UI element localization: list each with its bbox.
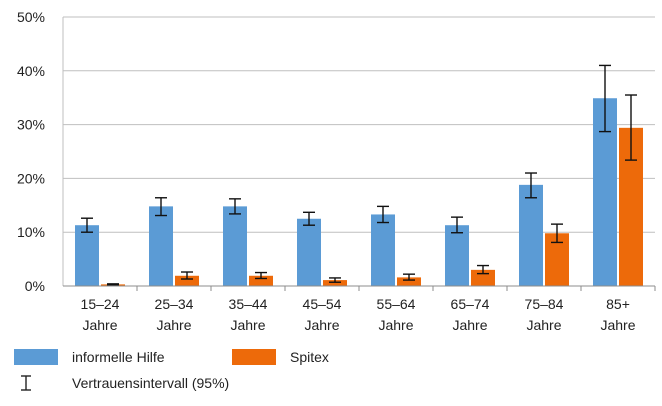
x-tick-label: 35–44	[229, 296, 268, 312]
x-tick-label: Jahre	[526, 317, 561, 333]
x-tick-label: Jahre	[378, 317, 413, 333]
legend-swatch-informelle-hilfe	[14, 349, 58, 365]
bar-spitex	[175, 275, 199, 286]
legend-label-informelle-hilfe: informelle Hilfe	[72, 349, 165, 365]
bar-informelle-hilfe	[149, 206, 173, 286]
x-tick-label: 85+	[606, 296, 630, 312]
y-tick-label: 20%	[17, 170, 45, 186]
bar-spitex	[323, 280, 347, 286]
x-tick-label: 65–74	[451, 296, 490, 312]
bars-layer	[75, 98, 643, 286]
confidence-interval-icon	[21, 375, 31, 391]
bar-informelle-hilfe	[297, 218, 321, 286]
y-tick-label: 10%	[17, 224, 45, 240]
x-tick-label: 45–54	[303, 296, 342, 312]
x-tick-label: 75–84	[525, 296, 564, 312]
y-tick-label: 30%	[17, 117, 45, 133]
axis-layer: 0% 10% 20% 30% 40% 50% 15–24 Jahre 25–34 Jahre 35–…	[17, 9, 656, 333]
y-tick-label: 50%	[17, 9, 45, 25]
x-tick-label: 15–24	[81, 296, 120, 312]
bar-informelle-hilfe	[445, 225, 469, 286]
bar-informelle-hilfe	[519, 184, 543, 286]
legend-label-spitex: Spitex	[290, 349, 329, 365]
x-tick-label: Jahre	[304, 317, 339, 333]
bar-informelle-hilfe	[371, 214, 395, 286]
bar-spitex	[249, 275, 273, 286]
x-tick-label: Jahre	[600, 317, 635, 333]
x-tick-label: Jahre	[452, 317, 487, 333]
bar-informelle-hilfe	[223, 206, 247, 286]
legend-item-ci: Vertrauensintervall (95%)	[14, 370, 329, 396]
x-tick-label: 55–64	[377, 296, 416, 312]
bar-spitex	[397, 277, 421, 286]
bar-chart: 0% 10% 20% 30% 40% 50% 15–24 Jahre 25–34 Jahre 35–…	[17, 9, 656, 333]
error-bars-layer	[81, 64, 637, 286]
legend-item-informelle-hilfe: informelle Hilfe Spitex	[14, 344, 329, 370]
legend-label-ci: Vertrauensintervall (95%)	[72, 375, 230, 391]
legend: informelle Hilfe Spitex Vertrauensinterv…	[14, 344, 329, 396]
legend-swatch-spitex	[232, 349, 276, 365]
x-tick-label: Jahre	[82, 317, 117, 333]
y-tick-label: 40%	[17, 63, 45, 79]
y-tick-label: 0%	[25, 278, 45, 294]
x-tick-label: Jahre	[230, 317, 265, 333]
bar-informelle-hilfe	[75, 225, 99, 286]
x-tick-label: Jahre	[156, 317, 191, 333]
x-tick-label: 25–34	[155, 296, 194, 312]
grid-layer	[63, 16, 655, 233]
